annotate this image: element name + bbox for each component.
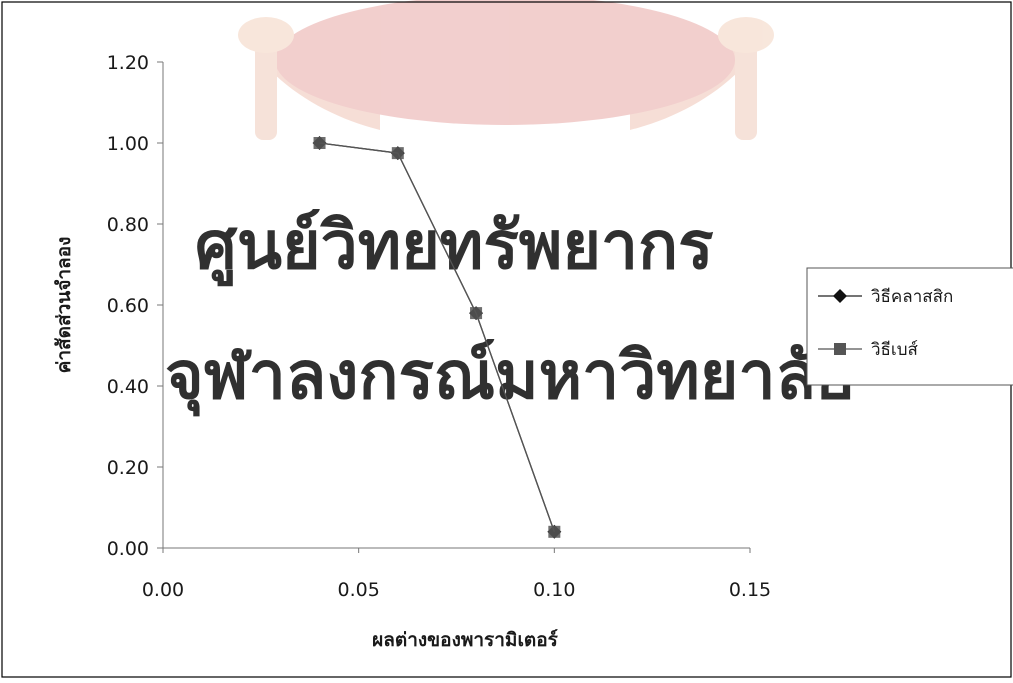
y-tick-label: 0.60 xyxy=(107,295,149,317)
y-ticks: 0.00 0.20 0.40 0.60 0.80 1.00 1.20 xyxy=(107,52,163,560)
x-tick-label: 0.00 xyxy=(142,579,184,601)
data-point-square xyxy=(313,137,326,149)
x-tick-label: 0.15 xyxy=(729,579,771,601)
y-tick-label: 0.20 xyxy=(107,457,149,479)
x-axis-title: ผลต่างของพารามิเตอร์ xyxy=(372,629,559,651)
series-layer xyxy=(312,136,562,539)
legend-label-bayes: วิธีเบส์ xyxy=(871,340,919,360)
watermark-text-line2: จุฬาลงกรณ์มหาวิทยาลัย xyxy=(165,337,855,417)
x-tick-label: 0.05 xyxy=(338,579,380,601)
watermark-text-line1: ศูนย์วิทยทรัพยากร xyxy=(195,207,714,287)
y-tick-label: 0.80 xyxy=(107,214,149,236)
x-ticks: 0.00 0.05 0.10 0.15 xyxy=(142,548,771,601)
legend-marker-diamond-icon xyxy=(833,289,847,303)
y-tick-label: 1.00 xyxy=(107,133,149,155)
y-tick-label: 0.40 xyxy=(107,376,149,398)
data-point-square xyxy=(470,307,483,320)
y-tick-label: 1.20 xyxy=(107,52,149,74)
data-point-square xyxy=(548,525,561,538)
data-point-square xyxy=(391,147,404,160)
x-tick-label: 0.10 xyxy=(533,579,575,601)
series-line-1 xyxy=(319,142,555,533)
y-axis-title: ค่าสัดส่วนจำลอง xyxy=(53,237,75,374)
legend: วิธีคลาสสิก วิธีเบส์ xyxy=(806,267,1013,386)
y-tick-label: 0.00 xyxy=(107,538,149,560)
legend-marker-square-icon xyxy=(834,343,846,355)
legend-label-classic: วิธีคลาสสิก xyxy=(871,287,954,307)
legend-box xyxy=(806,267,1013,386)
university-seal-watermark xyxy=(238,0,774,140)
